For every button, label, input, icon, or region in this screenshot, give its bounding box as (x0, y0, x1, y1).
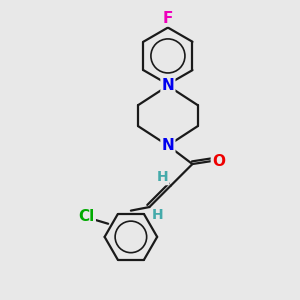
Text: H: H (152, 208, 164, 222)
Text: H: H (157, 170, 168, 184)
Text: Cl: Cl (79, 209, 95, 224)
Text: N: N (161, 78, 174, 93)
Text: N: N (161, 138, 174, 153)
Text: O: O (212, 154, 225, 169)
Text: F: F (163, 11, 173, 26)
